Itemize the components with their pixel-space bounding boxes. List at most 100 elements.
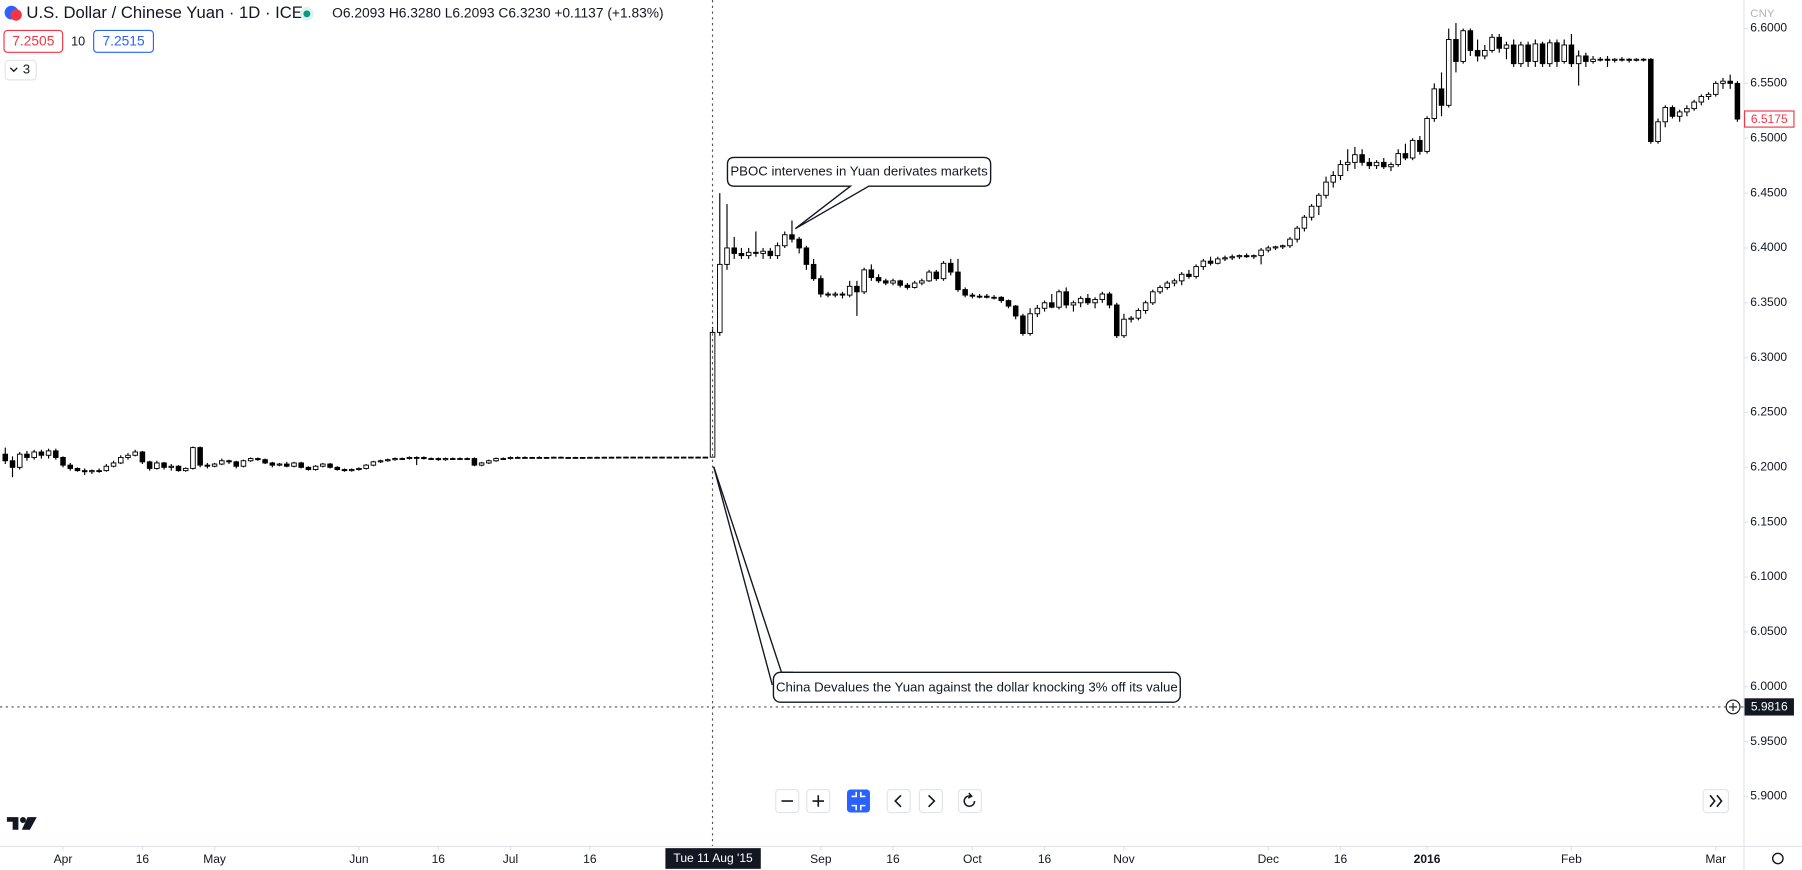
candle-body	[940, 262, 947, 280]
candle-body	[1460, 30, 1466, 62]
candle-body	[558, 456, 564, 459]
scroll-right-button[interactable]	[918, 788, 943, 814]
tradingview-logo[interactable]	[6, 817, 37, 830]
candle-body	[1142, 302, 1149, 311]
x-tick-label: 16	[136, 852, 150, 866]
candle-body	[969, 294, 976, 297]
candle-body	[276, 463, 283, 466]
chevron-icon	[9, 67, 18, 73]
candle-body	[1474, 50, 1481, 57]
candle-body	[478, 462, 485, 466]
candle-body	[883, 280, 889, 284]
candle-body	[53, 450, 59, 458]
x-tick-label: Nov	[1113, 852, 1134, 866]
buy-button[interactable]	[93, 29, 154, 53]
logo-part	[6, 817, 19, 830]
callout-pointer	[713, 466, 773, 686]
candle-body	[334, 466, 341, 470]
indicators-toggle[interactable]	[4, 59, 37, 81]
candle-body	[1590, 58, 1596, 62]
currency-label[interactable]: CNY	[1750, 8, 1775, 20]
candle-body	[1381, 161, 1387, 168]
candle-body	[976, 295, 983, 298]
candle-body	[486, 460, 492, 464]
sell-button[interactable]	[3, 29, 64, 53]
candle-body	[854, 285, 860, 293]
candle-body	[688, 456, 694, 459]
candle-body	[132, 451, 138, 456]
candle-body	[955, 271, 961, 291]
y-tick-label: 5.9000	[1750, 789, 1787, 803]
candle-body	[810, 263, 817, 280]
candle-body	[377, 460, 384, 463]
candle-body	[1207, 260, 1214, 264]
candle-body	[962, 289, 968, 296]
candle-body	[1496, 36, 1503, 49]
y-tick-label: 6.4500	[1750, 185, 1787, 199]
callout-pboc[interactable]: PBOC intervenes in Yuan derivates market…	[726, 156, 992, 230]
candle-body	[565, 457, 571, 459]
candle-body	[226, 460, 232, 463]
logo-part	[19, 817, 26, 823]
plus-icon	[1729, 702, 1738, 711]
candle-body	[74, 467, 81, 472]
candle-body	[709, 331, 716, 458]
left-icon	[894, 794, 902, 808]
candle-body	[168, 465, 175, 468]
candle-body	[1727, 80, 1733, 84]
candle-body	[753, 251, 759, 254]
candle-body	[161, 462, 167, 468]
candle-body	[197, 447, 203, 466]
candle-body	[919, 280, 925, 284]
scroll-left-button[interactable]	[886, 788, 911, 814]
candle-body	[1272, 246, 1279, 249]
candle-body	[45, 450, 52, 456]
candle-body	[637, 456, 644, 459]
candle-body	[868, 269, 875, 279]
candle-body	[1395, 153, 1401, 166]
reset-scale-button[interactable]	[846, 789, 870, 813]
fit-icon	[851, 791, 866, 811]
x-tick-label: 16	[583, 852, 597, 866]
candle-body	[543, 457, 550, 459]
candle-body	[846, 285, 853, 296]
candle-body	[760, 250, 766, 254]
settings-button[interactable]	[1772, 852, 1784, 865]
candle-body	[608, 456, 615, 459]
candle-body	[421, 457, 427, 460]
candle-body	[356, 467, 362, 470]
candle-body	[1510, 44, 1517, 65]
callout-devaluation[interactable]: China Devalues the Yuan against the doll…	[713, 466, 1181, 703]
symbol-title[interactable]: U.S. Dollar / Chinese Yuan · 1D · ICE	[26, 3, 303, 22]
candle-body	[551, 456, 557, 459]
x-tick-label: Oct	[963, 852, 982, 866]
candle-body	[803, 247, 810, 265]
candle-body	[1215, 258, 1221, 264]
candle-body	[1106, 293, 1113, 306]
candle-body	[1258, 249, 1264, 257]
candle-body	[991, 296, 997, 299]
go-to-realtime-button[interactable]	[1702, 788, 1730, 814]
candle-body	[370, 461, 377, 466]
candle-body	[1554, 42, 1560, 62]
candle-body	[984, 295, 990, 298]
spread: 10	[71, 34, 85, 48]
candle-body	[1229, 256, 1235, 259]
candle-body	[825, 293, 831, 296]
ohlc-legend: O6.2093 H6.3280 L6.2093 C6.3230 +0.1137 …	[332, 5, 664, 20]
candle-body	[1308, 205, 1315, 218]
plot-area	[2, 23, 1741, 478]
candle-body	[1323, 181, 1329, 196]
candle-body	[413, 457, 420, 459]
candle-body	[9, 460, 16, 468]
reset-button[interactable]	[957, 788, 983, 814]
y-tick-label: 6.1500	[1750, 514, 1787, 528]
y-tick-label: 6.6000	[1750, 21, 1787, 35]
candle-body	[1539, 43, 1546, 65]
candle-body	[1236, 255, 1243, 258]
candle-body	[1294, 227, 1300, 240]
x-tick-label: May	[203, 852, 226, 866]
right-icon	[928, 794, 936, 808]
candle-body	[1691, 101, 1697, 110]
